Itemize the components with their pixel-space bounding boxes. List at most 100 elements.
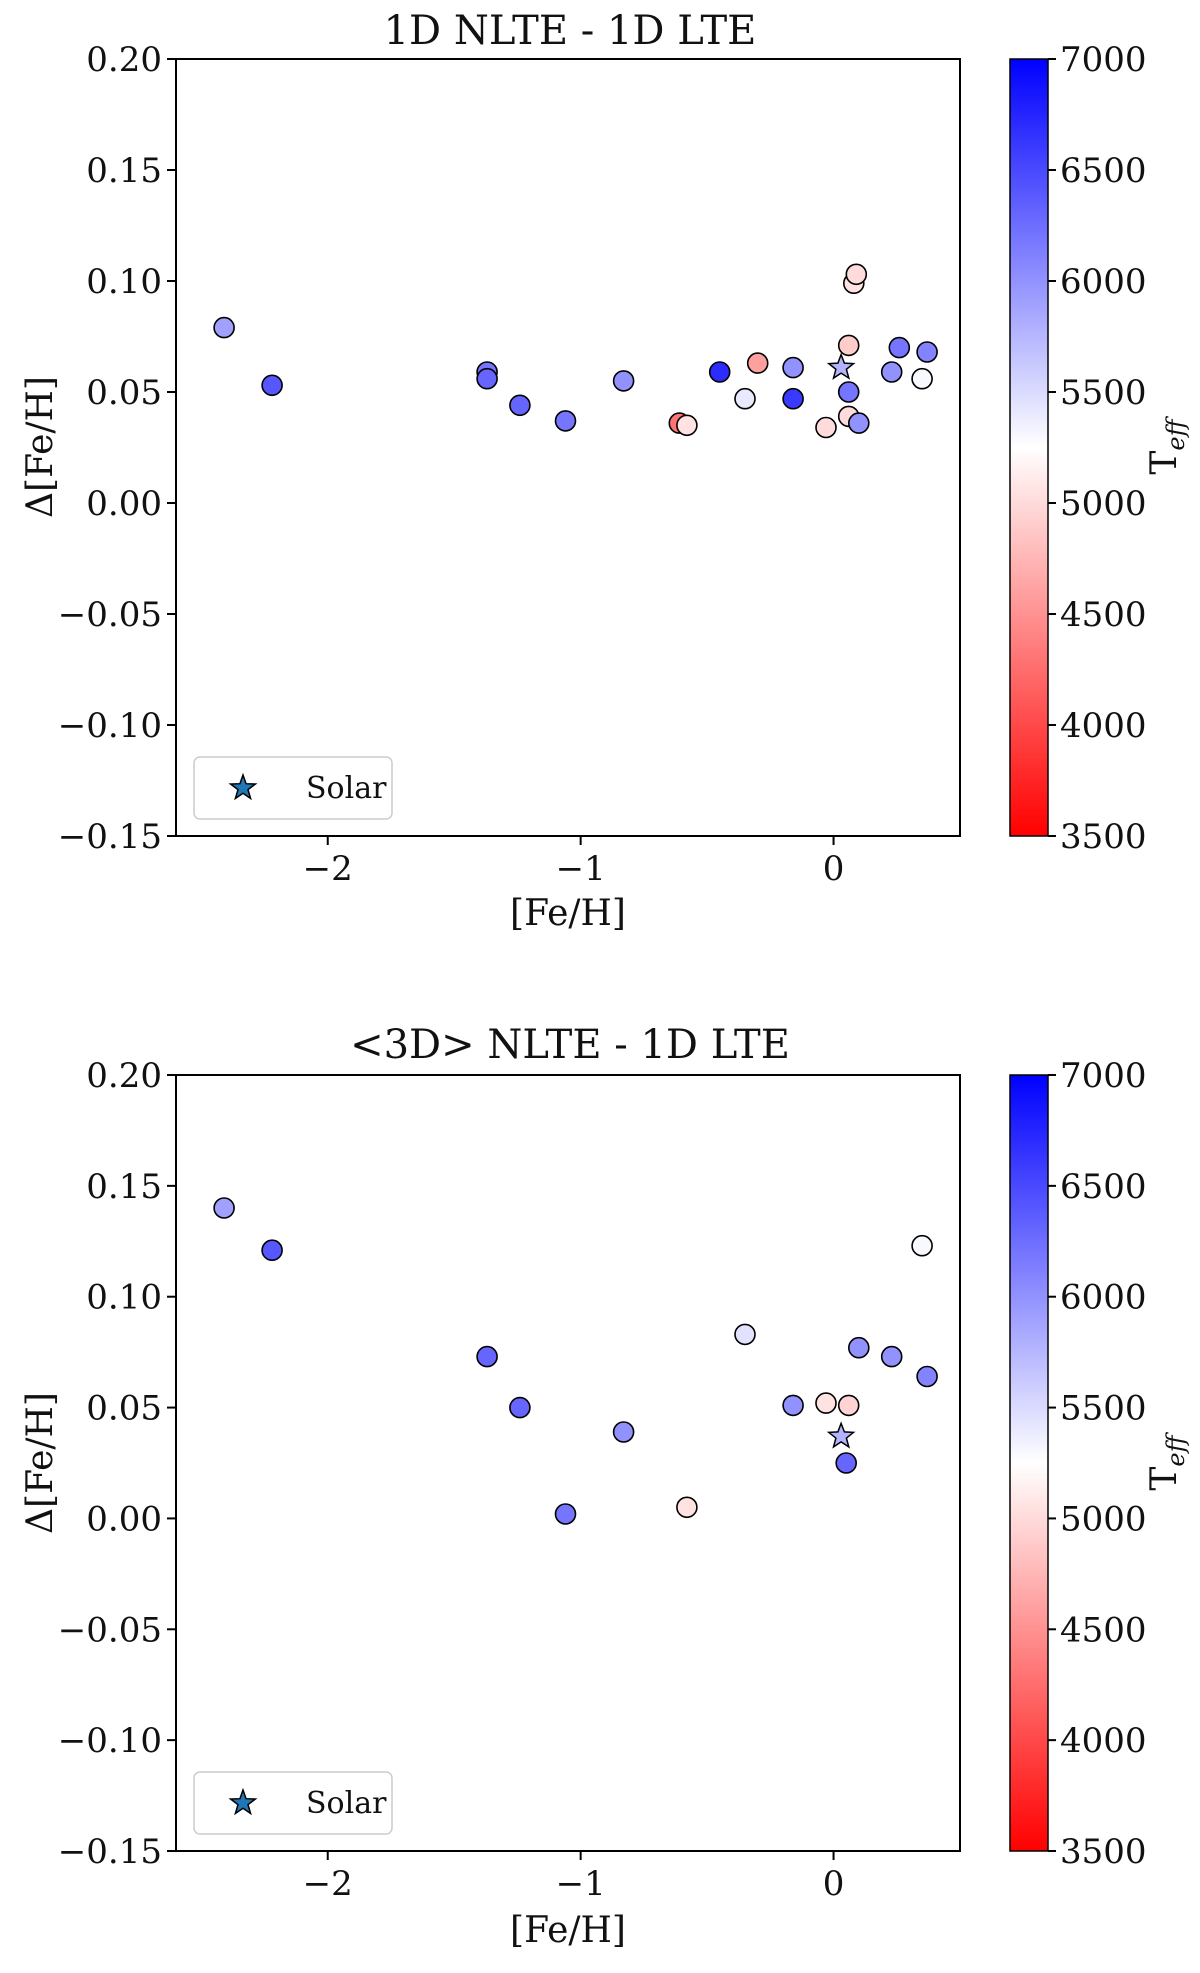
- colorbar-label: Teff: [1144, 1431, 1190, 1490]
- y-axis-label: Δ[Fe/H]: [20, 1392, 61, 1534]
- x-tick-label: 0: [823, 849, 845, 889]
- data-point: [815, 1392, 837, 1414]
- data-point: [213, 316, 235, 339]
- colorbar-label-sub: eff: [1162, 415, 1190, 450]
- data-point: [815, 416, 837, 439]
- data-point: [213, 1197, 235, 1219]
- colorbar: 7000 6500 6000 5500 5000 4500 4000 3500 Teff: [1009, 1056, 1190, 1872]
- plot-area: [175, 58, 961, 837]
- data-point: [845, 263, 868, 286]
- y-tick-label: 0.10: [86, 1278, 162, 1318]
- y-tick-label: −0.05: [58, 595, 162, 635]
- y-tick-label: −0.05: [58, 1610, 162, 1650]
- solar-star-point: [826, 352, 856, 380]
- x-tick-label: −2: [303, 849, 353, 889]
- data-point: [612, 1421, 635, 1443]
- data-point: [676, 1496, 698, 1519]
- legend-star-icon: [228, 1787, 258, 1816]
- legend-label: Solar: [306, 771, 387, 806]
- colorbar-tick-label: 4500: [1060, 1610, 1147, 1650]
- data-point: [837, 334, 860, 357]
- plot-area: [175, 1074, 961, 1852]
- colorbar-tick-label: 5500: [1060, 373, 1147, 413]
- data-point: [911, 1234, 933, 1257]
- data-point: [880, 1345, 903, 1368]
- colorbar-gradient: [1009, 1074, 1049, 1852]
- y-axis: 0.20 0.15 0.10 0.05 0.00 −0.05 −0.10 −0.15: [58, 40, 176, 857]
- colorbar-tick-label: 5000: [1060, 484, 1147, 524]
- y-tick-label: 0.15: [86, 151, 162, 191]
- legend-box: [193, 1771, 393, 1835]
- data-point: [676, 414, 698, 437]
- data-point: [734, 1323, 756, 1346]
- panel-3d-nlte: <3D> NLTE - 1D LTE 0.20 0.15 0.10 0.05 0.00 −…: [20, 1022, 1190, 1951]
- data-point: [554, 410, 577, 432]
- y-tick-label: −0.15: [58, 1832, 162, 1872]
- colorbar-tick-label: 6000: [1060, 1278, 1147, 1318]
- colorbar-gradient: [1009, 58, 1049, 837]
- y-tick-label: 0.20: [86, 40, 162, 80]
- y-tick-label: 0.05: [86, 373, 162, 413]
- y-tick-label: 0.05: [86, 1389, 162, 1429]
- x-tick-label: −1: [556, 849, 606, 889]
- data-point: [782, 387, 804, 410]
- colorbar-tick-label: 3500: [1060, 1832, 1147, 1872]
- x-axis: −2 −1 0: [303, 836, 845, 889]
- y-axis-label: Δ[Fe/H]: [20, 376, 61, 518]
- colorbar-tick-label: 4000: [1060, 1721, 1147, 1761]
- x-axis-label: [Fe/H]: [510, 893, 626, 934]
- y-axis: 0.20 0.15 0.10 0.05 0.00 −0.05 −0.10 −0.15: [58, 1056, 176, 1872]
- colorbar: 7000 6500 6000 5500 5000 4500 4000 3500 Teff: [1009, 40, 1190, 857]
- y-tick-label: −0.10: [58, 1721, 162, 1761]
- data-point: [261, 1239, 283, 1261]
- colorbar-tick-label: 5500: [1060, 1389, 1147, 1429]
- data-point: [916, 1365, 938, 1388]
- colorbar-tick-label: 3500: [1060, 817, 1147, 857]
- data-point: [509, 1396, 531, 1419]
- data-point: [847, 412, 870, 434]
- y-tick-label: −0.10: [58, 706, 162, 746]
- legend: Solar: [193, 1771, 393, 1835]
- x-axis: −2 −1 0: [303, 1851, 845, 1904]
- x-tick-label: −1: [556, 1864, 606, 1904]
- colorbar-tick-label: 6000: [1060, 262, 1147, 302]
- colorbar-tick-label: 6500: [1060, 151, 1147, 191]
- legend-star-icon: [228, 772, 258, 801]
- panel-1d-nlte: 1D NLTE - 1D LTE 0.20 0.15 0.10 0.05 0.00 −0.…: [20, 8, 1190, 934]
- colorbar-label: Teff: [1144, 415, 1190, 474]
- x-axis-label: [Fe/H]: [510, 1910, 626, 1951]
- data-point: [782, 356, 804, 379]
- data-point: [612, 370, 635, 392]
- data-point: [837, 381, 860, 403]
- colorbar-ticks: 7000 6500 6000 5500 5000 4500 4000 3500: [1048, 40, 1147, 857]
- data-point: [476, 367, 498, 390]
- data-point: [782, 1394, 804, 1417]
- data-point: [734, 387, 756, 410]
- y-tick-label: −0.15: [58, 817, 162, 857]
- colorbar-label-sub: eff: [1162, 1431, 1190, 1466]
- x-tick-label: −2: [303, 1864, 353, 1904]
- colorbar-ticks: 7000 6500 6000 5500 5000 4500 4000 3500: [1048, 1056, 1147, 1872]
- colorbar-label-main: T: [1144, 1467, 1185, 1491]
- x-tick-label: 0: [823, 1864, 845, 1904]
- data-point: [509, 394, 531, 417]
- data-point: [708, 361, 731, 383]
- y-tick-label: 0.00: [86, 484, 162, 524]
- y-tick-label: 0.00: [86, 1499, 162, 1539]
- colorbar-tick-label: 6500: [1060, 1167, 1147, 1207]
- data-point: [880, 361, 903, 383]
- y-tick-label: 0.10: [86, 262, 162, 302]
- colorbar-tick-label: 7000: [1060, 40, 1147, 80]
- data-point: [888, 336, 911, 359]
- data-point: [847, 1336, 870, 1359]
- chart-title: <3D> NLTE - 1D LTE: [350, 1022, 790, 1068]
- legend: Solar: [193, 756, 393, 820]
- colorbar-tick-label: 5000: [1060, 1499, 1147, 1539]
- scatter-points: [213, 1197, 938, 1525]
- y-tick-label: 0.15: [86, 1167, 162, 1207]
- scatter-points: [213, 263, 938, 439]
- data-point: [911, 367, 933, 390]
- legend-box: [193, 756, 393, 820]
- data-point: [835, 1452, 858, 1474]
